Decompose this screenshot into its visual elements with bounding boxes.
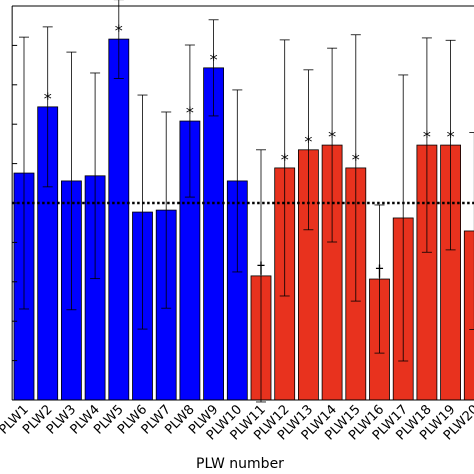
significance-marker: * [447,127,455,146]
significance-marker: * [423,127,431,146]
significance-marker: * [44,89,52,108]
significance-marker: * [115,21,123,40]
bar [203,67,225,401]
significance-marker: † [376,261,384,280]
bar [463,230,474,401]
significance-marker: * [210,50,218,69]
x-axis-label: PLW number [196,456,284,472]
significance-marker: * [328,127,336,146]
significance-marker: * [304,132,312,151]
significance-marker: * [281,150,289,169]
significance-marker: * [186,103,194,122]
significance-marker: * [352,150,360,169]
bar [108,38,130,401]
significance-marker: † [257,258,265,277]
